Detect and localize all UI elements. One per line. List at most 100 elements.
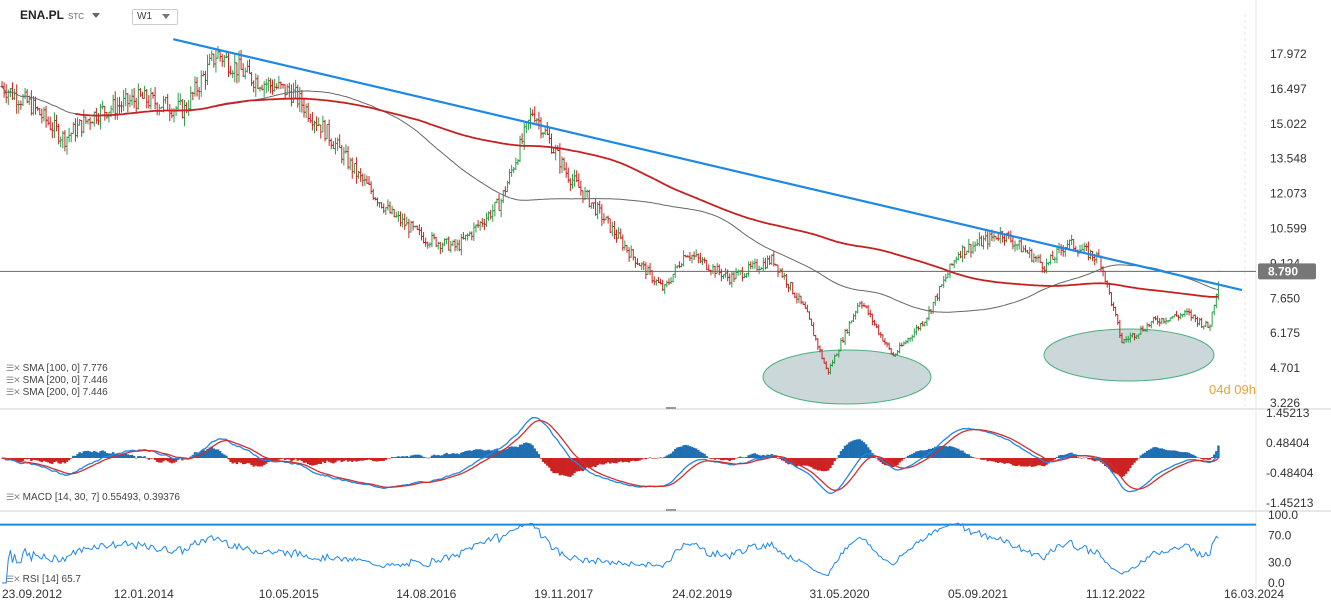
candle [271,79,275,95]
macd-bar [674,449,677,458]
macd-bar [1183,452,1187,458]
candle [73,118,77,142]
legend-rsi[interactable]: ☰✕ RSI [14] 65.7 [6,573,81,586]
macd-bar [1085,457,1088,459]
legend-macd[interactable]: ☰✕ MACD [14, 30, 7] 0.55493, 0.39376 [6,491,180,504]
candle [440,242,444,253]
macd-bar [762,454,765,458]
macd-bar [470,450,473,458]
macd-bar [535,451,539,458]
macd-bar [325,458,329,461]
macd-bar [1013,458,1017,466]
candle [430,232,434,248]
price-axis-tick: 17.972 [1270,47,1307,61]
legend-sma-100[interactable]: ☰✕ SMA [100, 0] 7.776 [6,362,108,375]
macd-bar [955,448,958,458]
candle [141,91,145,99]
symbol-label[interactable]: ENA.PL STC [20,8,101,22]
macd-bar [1127,458,1130,472]
candle [579,180,583,196]
candle [717,264,721,276]
macd-bar [281,458,285,459]
macd-bar [174,458,178,462]
x-axis-tick: 05.09.2021 [948,587,1008,601]
candle [180,98,184,119]
macd-bar [1030,458,1033,467]
candle [1198,317,1202,326]
macd-bar [1036,458,1040,466]
candle [310,111,314,131]
candle [1109,292,1113,307]
macd-axis-tick: 0.48404 [1266,436,1310,450]
candle [747,261,751,277]
macd-bar [401,456,404,458]
macd-bar [877,458,880,461]
candle [642,260,646,270]
menu-close-icon[interactable]: ☰✕ [6,375,21,385]
macd-bar [88,451,92,458]
macd-bar [386,458,390,459]
candle [241,63,245,77]
candle [963,246,967,259]
menu-close-icon[interactable]: ☰✕ [6,574,21,584]
macd-bar [749,454,752,458]
candle [375,197,379,207]
macd-bar [103,451,106,458]
candle [885,342,889,348]
macd-bar [76,454,79,458]
macd-bar [1093,458,1096,462]
x-axis-tick: 14.08.2016 [396,587,456,601]
macd-bar [831,458,834,465]
timeframe-select[interactable]: W1 [132,9,178,25]
menu-close-icon[interactable]: ☰✕ [6,492,21,502]
legend-sma-200b[interactable]: ☰✕ SMA [200, 0] 7.446 [6,386,108,399]
candle [489,209,493,220]
macd-bar [650,458,654,459]
menu-close-icon[interactable]: ☰✕ [6,363,21,373]
candle [48,116,52,131]
macd-bar [1057,455,1061,458]
candle [101,100,105,110]
macd-bar [625,458,629,462]
candle [694,249,698,258]
macd-bar [462,451,465,458]
candle [581,190,585,203]
legend-sma-200a[interactable]: ☰✕ SMA [200, 0] 7.446 [6,374,108,387]
candle [455,239,459,251]
candle [480,217,484,228]
macd-bar [564,458,568,476]
candle [1202,325,1206,330]
candle [178,93,182,106]
rsi-axis-tick: 70.0 [1268,528,1292,542]
candle [23,87,27,99]
macd-bar [829,458,832,468]
macd-bar [40,458,44,463]
macd-bar [59,458,62,464]
macd-bar [1022,458,1025,467]
candle [19,100,23,110]
macd-bar [302,458,306,463]
macd-bar [216,449,220,458]
menu-close-icon[interactable]: ☰✕ [6,387,21,397]
macd-bar [372,458,375,462]
macd-bar [701,452,704,458]
candle [594,198,598,216]
macd-bar [290,458,293,462]
macd-bar [837,455,841,458]
chevron-down-icon[interactable] [92,13,101,19]
candle [925,317,929,326]
macd-bar [999,458,1002,463]
candle [212,53,216,68]
candle [564,162,568,178]
candle [539,117,543,139]
macd-bar [298,458,302,460]
macd-bar [986,458,989,462]
macd-bar [1047,458,1050,464]
candle [199,70,203,97]
macd-bar [439,455,442,458]
macd-bar [225,455,228,458]
macd-bar [334,458,337,463]
candle [250,72,254,87]
candle [243,67,247,80]
